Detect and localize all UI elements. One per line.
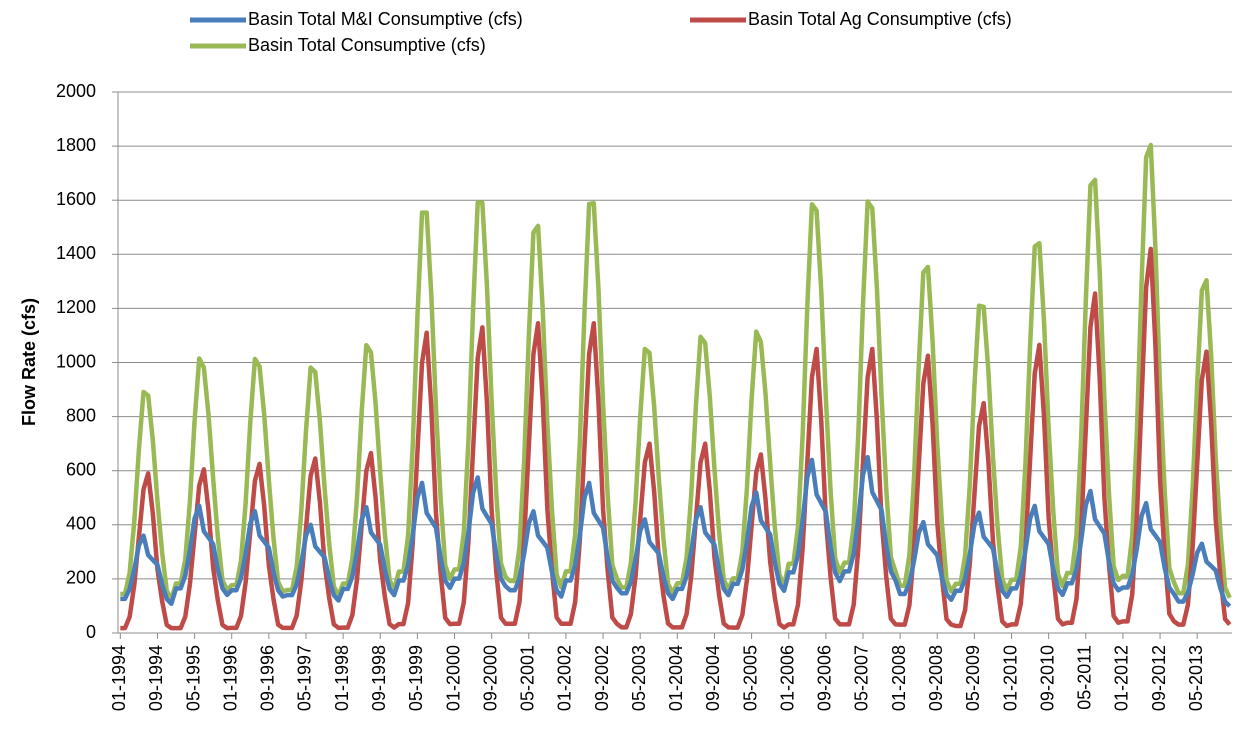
x-tick-label: 05-2001 bbox=[518, 645, 538, 711]
x-tick-label: 01-1994 bbox=[109, 645, 129, 711]
series-line bbox=[120, 142, 1232, 602]
y-tick-label: 2000 bbox=[56, 81, 96, 101]
x-tick-label: 09-2010 bbox=[1037, 645, 1057, 711]
x-tick-label: 01-1996 bbox=[220, 645, 240, 711]
x-tick-label: 01-1998 bbox=[332, 645, 352, 711]
x-tick-label: 05-1999 bbox=[406, 645, 426, 711]
legend-label: Basin Total Consumptive (cfs) bbox=[248, 35, 486, 55]
x-tick-label: 05-2003 bbox=[629, 645, 649, 711]
series-line bbox=[120, 246, 1232, 631]
y-tick-label: 0 bbox=[86, 622, 96, 642]
y-tick-label: 1800 bbox=[56, 135, 96, 155]
x-tick-label: 01-2004 bbox=[666, 645, 686, 711]
x-tick-label: 09-2002 bbox=[592, 645, 612, 711]
x-tick-label: 09-2006 bbox=[815, 645, 835, 711]
x-tick-label: 09-2004 bbox=[703, 645, 723, 711]
legend-label: Basin Total M&I Consumptive (cfs) bbox=[248, 9, 523, 29]
series-line bbox=[120, 454, 1232, 608]
x-tick-label: 09-2012 bbox=[1149, 645, 1169, 711]
y-tick-label: 1600 bbox=[56, 189, 96, 209]
x-tick-label: 09-1998 bbox=[369, 645, 389, 711]
x-tick-label: 05-2005 bbox=[740, 645, 760, 711]
x-tick-label: 05-2007 bbox=[852, 645, 872, 711]
x-tick-label: 05-2011 bbox=[1075, 645, 1095, 710]
x-tick-label: 09-1996 bbox=[258, 645, 278, 711]
y-tick-label: 400 bbox=[66, 514, 96, 534]
x-tick-label: 09-2000 bbox=[480, 645, 500, 711]
x-tick-label: 01-2012 bbox=[1112, 645, 1132, 711]
y-axis-label: Flow Rate (cfs) bbox=[19, 298, 39, 426]
legend-label: Basin Total Ag Consumptive (cfs) bbox=[748, 9, 1012, 29]
y-tick-label: 600 bbox=[66, 459, 96, 479]
x-tick-label: 09-1994 bbox=[146, 645, 166, 711]
y-tick-label: 1400 bbox=[56, 243, 96, 263]
x-tick-label: 05-1995 bbox=[183, 645, 203, 711]
x-tick-label: 05-2013 bbox=[1186, 645, 1206, 711]
x-tick-label: 01-2010 bbox=[1000, 645, 1020, 711]
x-tick-label: 01-2000 bbox=[443, 645, 463, 711]
y-tick-label: 800 bbox=[66, 405, 96, 425]
y-tick-label: 200 bbox=[66, 568, 96, 588]
x-tick-label: 05-1997 bbox=[295, 645, 315, 711]
x-tick-label: 01-2006 bbox=[777, 645, 797, 711]
x-tick-label: 05-2009 bbox=[963, 645, 983, 711]
x-tick-label: 09-2008 bbox=[926, 645, 946, 711]
x-tick-label: 01-2002 bbox=[555, 645, 575, 711]
x-tick-label: 01-2008 bbox=[889, 645, 909, 711]
y-tick-label: 1000 bbox=[56, 351, 96, 371]
y-tick-label: 1200 bbox=[56, 297, 96, 317]
